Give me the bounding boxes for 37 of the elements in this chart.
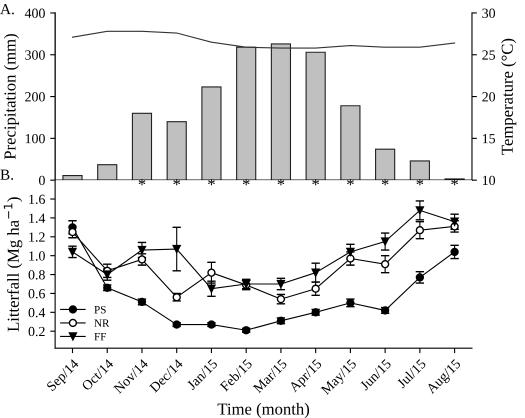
x-axis-title: Time (month): [218, 402, 310, 418]
y-tick-label: 1.4: [29, 214, 46, 223]
text: A.: [0, 4, 14, 14]
annotation: *: [242, 179, 250, 186]
y2-axis-title: Temperature (°C): [501, 38, 516, 155]
annotation: *: [138, 179, 146, 186]
annotation: *: [208, 179, 215, 186]
y-tick-label: 0.8: [28, 270, 45, 280]
y-tick-label: 0.6: [28, 289, 45, 298]
y-axis-title: Litterfall (Mg ha$^{−1}$): [4, 197, 22, 332]
y-tick-label: 200: [25, 92, 45, 102]
y-tick-label: 300: [25, 50, 45, 60]
y2-tick-label: 30: [482, 8, 496, 18]
y-tick-label: 0.4: [28, 308, 46, 318]
y-tick-label: 1.6: [29, 194, 45, 204]
annotation: *: [451, 179, 458, 186]
annotation: *: [278, 179, 284, 186]
y2-tick-label: 10: [482, 176, 496, 186]
y-tick-label: 0.2: [28, 326, 45, 336]
y-tick-label: 1.2: [29, 232, 45, 242]
y-tick-label: 1.0: [29, 251, 45, 261]
y2-tick-label: 25: [482, 50, 496, 60]
y-tick-label: 400: [24, 8, 45, 18]
annotation: *: [416, 179, 424, 186]
annotation: *: [347, 179, 354, 186]
legend-label: NR: [94, 320, 110, 327]
annotation: *: [312, 179, 320, 186]
annotation: *: [173, 179, 180, 186]
legend-label: PS: [94, 306, 106, 314]
y2-tick-label: 15: [482, 134, 496, 144]
y-tick-label: 100: [26, 134, 45, 144]
y-tick-label: 0: [38, 176, 45, 186]
legend-label: FF: [94, 332, 106, 340]
annotation: *: [382, 179, 388, 186]
y2-tick-label: 20: [482, 92, 496, 102]
text: B.: [0, 170, 13, 180]
y-axis-title: Precipitation (mm): [4, 34, 20, 160]
